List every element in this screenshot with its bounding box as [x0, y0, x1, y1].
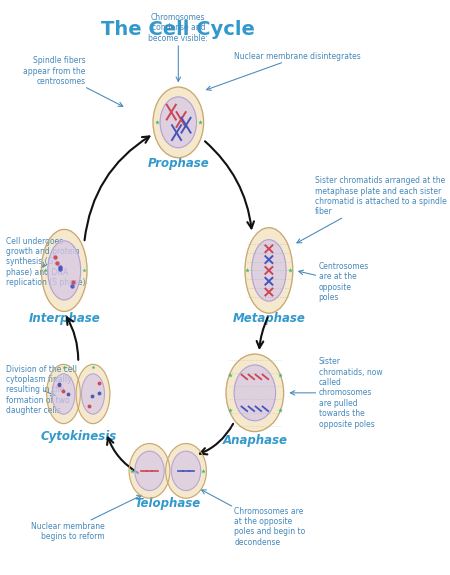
- Text: Prophase: Prophase: [148, 157, 209, 170]
- Ellipse shape: [81, 374, 104, 414]
- Ellipse shape: [234, 365, 275, 421]
- Ellipse shape: [252, 240, 286, 301]
- Ellipse shape: [166, 443, 207, 498]
- Ellipse shape: [153, 87, 203, 158]
- Text: Spindle fibers
appear from the
centrosomes: Spindle fibers appear from the centrosom…: [23, 56, 123, 106]
- Text: Chromosomes are
at the opposite
poles and begin to
decondense: Chromosomes are at the opposite poles an…: [202, 490, 306, 547]
- Ellipse shape: [76, 365, 110, 424]
- Text: Interphase: Interphase: [28, 312, 100, 325]
- Text: Sister chromatids arranged at the
metaphase plate and each sister
chromatid is a: Sister chromatids arranged at the metaph…: [297, 177, 447, 243]
- Text: Chromosomes
condense and
become visible:: Chromosomes condense and become visible:: [148, 13, 208, 82]
- Ellipse shape: [245, 228, 293, 313]
- Text: Metaphase: Metaphase: [233, 312, 305, 325]
- Ellipse shape: [47, 365, 81, 424]
- Ellipse shape: [160, 97, 197, 148]
- Text: Anaphase: Anaphase: [222, 434, 288, 447]
- Text: Cytokinesis: Cytokinesis: [40, 430, 117, 443]
- Ellipse shape: [41, 229, 87, 312]
- Ellipse shape: [48, 241, 81, 300]
- Text: Telophase: Telophase: [135, 497, 201, 511]
- Ellipse shape: [171, 451, 201, 490]
- Text: The Cell Cycle: The Cell Cycle: [101, 20, 255, 39]
- Ellipse shape: [52, 374, 75, 414]
- Text: Nuclear membrane disintegrates: Nuclear membrane disintegrates: [207, 52, 361, 90]
- Text: Centrosomes
are at the
opposite
poles: Centrosomes are at the opposite poles: [299, 262, 369, 302]
- Text: Sister
chromatids, now
called
chromosomes
are pulled
towards the
opposite poles: Sister chromatids, now called chromosome…: [290, 357, 382, 428]
- Ellipse shape: [129, 443, 170, 498]
- Text: Nuclear membrane
begins to reform: Nuclear membrane begins to reform: [31, 495, 141, 541]
- Text: Division of the cell
cytoplasm finally
resulting in the
formation of two
daughte: Division of the cell cytoplasm finally r…: [6, 365, 77, 415]
- Text: Cell undergoes
growth and protein
synthesis (G1
phase) and DNA
replication (S ph: Cell undergoes growth and protein synthe…: [6, 236, 86, 287]
- Ellipse shape: [135, 451, 164, 490]
- Ellipse shape: [226, 354, 284, 432]
